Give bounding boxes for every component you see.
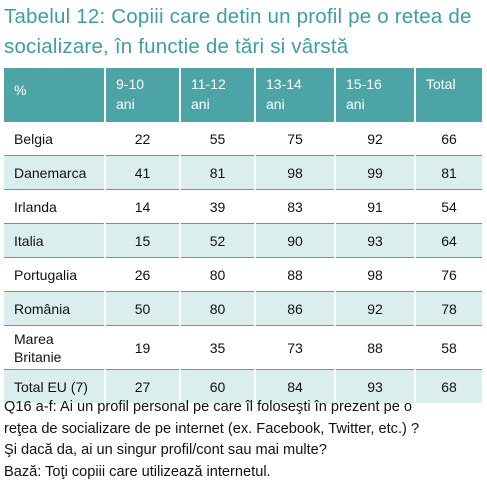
cell: 83	[254, 189, 335, 224]
cell: 73	[254, 325, 335, 370]
cell: 84	[254, 369, 335, 403]
cell: 86	[254, 291, 335, 326]
footnote-line: Bază: Toţi copiii care utilizează intern…	[4, 463, 271, 480]
cell: 26	[104, 257, 180, 292]
footnote-line: Şi dacă da, ai un singur profil/cont sau…	[4, 442, 327, 458]
cell: 93	[334, 223, 415, 258]
header-cell: 9-10 ani	[104, 68, 180, 122]
footnote-line: Q16 a-f: Ai un profil personal pe care î…	[4, 399, 413, 415]
cell: 50	[104, 291, 180, 326]
table-row: Danemarca 41 81 98 99 81	[4, 155, 482, 190]
header-cell: 13-14 ani	[254, 68, 335, 122]
row-label: Belgia	[4, 121, 105, 156]
cell: 93	[334, 369, 415, 403]
footnote-line: reţea de socializare de pe internet (ex.…	[4, 420, 420, 437]
table-body: Belgia 22 55 75 92 66 Danemarca 41 81 98 99 81 Irlan…	[4, 121, 482, 403]
row-label: Danemarca	[4, 155, 105, 190]
cell: 88	[334, 325, 415, 370]
cell: 80	[179, 257, 255, 292]
cell: 64	[414, 223, 482, 258]
cell: 68	[414, 369, 482, 403]
cell: 66	[414, 121, 482, 156]
table-row: Belgia 22 55 75 92 66	[4, 121, 482, 156]
cell: 99	[334, 155, 415, 190]
cell: 19	[104, 325, 180, 370]
header-cell: 11-12 ani	[179, 68, 255, 122]
header-cell: Total	[414, 68, 482, 122]
table-row: România 50 80 86 92 78	[4, 291, 482, 326]
cell: 35	[179, 325, 255, 370]
row-label: Italia	[4, 223, 105, 258]
row-label: România	[4, 291, 105, 326]
cell: 81	[179, 155, 255, 190]
cell: 88	[254, 257, 335, 292]
cell: 60	[179, 369, 255, 403]
header-cell: %	[4, 68, 105, 122]
data-table: % 9-10 ani 11-12 ani 13-14 ani 15-16 ani Tota…	[4, 68, 482, 403]
cell: 15	[104, 223, 180, 258]
title: Tabelul 12: Copiii care detin un profil …	[4, 5, 472, 58]
cell: 39	[179, 189, 255, 224]
cell: 92	[334, 121, 415, 156]
cell: 75	[254, 121, 335, 156]
cell: 90	[254, 223, 335, 258]
cell: 92	[334, 291, 415, 326]
table-row: Portugalia 26 80 88 98 76	[4, 257, 482, 292]
row-label: Irlanda	[4, 189, 105, 224]
table-row: Marea Britanie 19 35 73 88 58	[4, 325, 482, 370]
cell: 98	[254, 155, 335, 190]
cell: 78	[414, 291, 482, 326]
table-row: Italia 15 52 90 93 64	[4, 223, 482, 258]
table-row: Irlanda 14 39 83 91 54	[4, 189, 482, 224]
cell: 91	[334, 189, 415, 224]
table-row: Total EU (7) 27 60 84 93 68	[4, 369, 482, 403]
cell: 54	[414, 189, 482, 224]
row-label: Portugalia	[4, 257, 105, 292]
cell: 27	[104, 369, 180, 403]
header-row: % 9-10 ani 11-12 ani 13-14 ani 15-16 ani Tota…	[4, 68, 482, 122]
cell: 52	[179, 223, 255, 258]
cell: 80	[179, 291, 255, 326]
row-label: Marea Britanie	[4, 325, 105, 370]
footnote: Q16 a-f: Ai un profil personal pe care î…	[4, 397, 486, 483]
cell: 14	[104, 189, 180, 224]
cell: 41	[104, 155, 180, 190]
cell: 22	[104, 121, 180, 156]
header-cell: 15-16 ani	[334, 68, 415, 122]
cell: 81	[414, 155, 482, 190]
cell: 55	[179, 121, 255, 156]
cell: 76	[414, 257, 482, 292]
cell: 98	[334, 257, 415, 292]
row-label: Total EU (7)	[4, 369, 105, 403]
cell: 58	[414, 325, 482, 370]
